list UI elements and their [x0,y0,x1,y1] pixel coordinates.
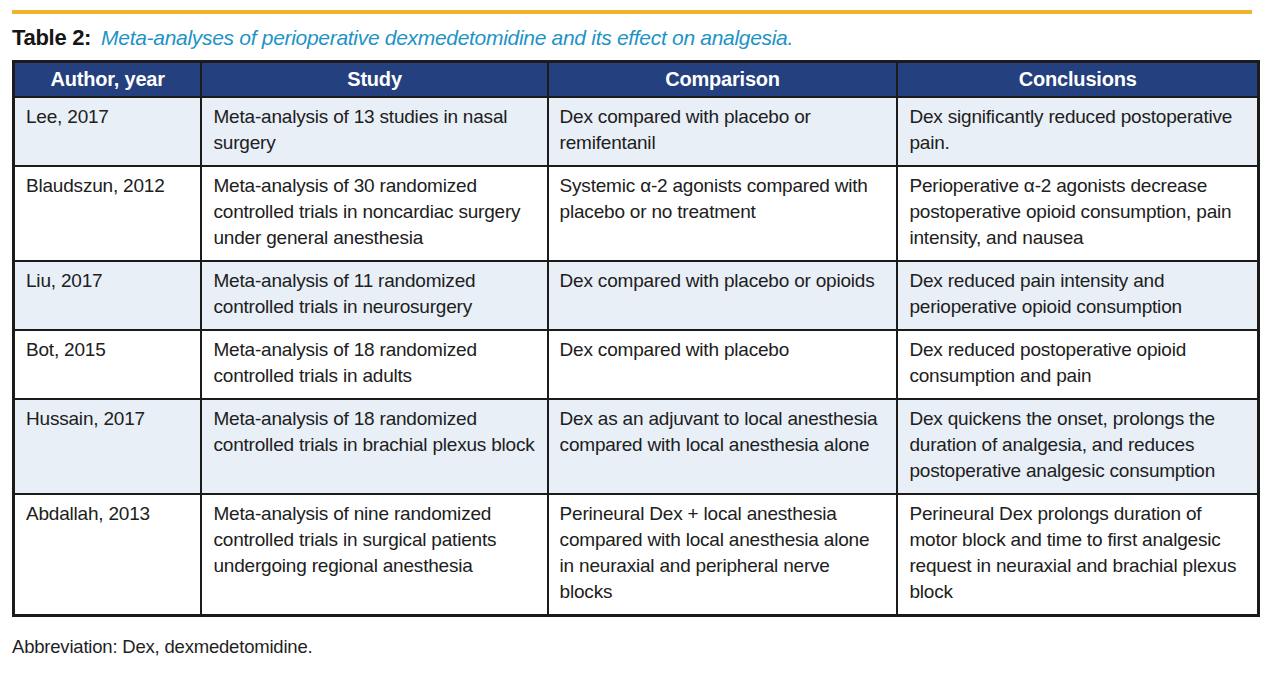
cell-author: Blaudszun, 2012 [14,166,202,261]
cell-author: Hussain, 2017 [14,399,202,494]
cell-study: Meta-analysis of 13 studies in nasal sur… [201,97,547,166]
cell-conclusions: Dex significantly reduced postoperative … [897,97,1258,166]
cell-study: Meta-analysis of nine randomized control… [201,494,547,616]
cell-author: Lee, 2017 [14,97,202,166]
cell-author: Bot, 2015 [14,330,202,399]
table-row: Hussain, 2017 Meta-analysis of 18 random… [14,399,1259,494]
cell-comparison: Dex compared with placebo or opioids [548,261,898,330]
gold-divider-rule [12,10,1252,14]
table-row: Blaudszun, 2012 Meta-analysis of 30 rand… [14,166,1259,261]
cell-study: Meta-analysis of 18 randomized controlle… [201,330,547,399]
abbreviation-footnote: Abbreviation: Dex, dexmedetomidine. [12,636,312,658]
table-caption: Meta-analyses of perioperative dexmedeto… [101,26,793,49]
cell-conclusions: Dex quickens the onset, prolongs the dur… [897,399,1258,494]
table-row: Abdallah, 2013 Meta-analysis of nine ran… [14,494,1259,616]
column-header-study: Study [201,62,547,97]
column-header-author-year: Author, year [14,62,202,97]
cell-comparison: Dex compared with placebo [548,330,898,399]
cell-comparison: Systemic α-2 agonists compared with plac… [548,166,898,261]
table-number-label: Table 2: [12,25,91,50]
cell-study: Meta-analysis of 11 randomized controlle… [201,261,547,330]
column-header-conclusions: Conclusions [897,62,1258,97]
table-header-row: Author, year Study Comparison Conclusion… [14,62,1259,97]
table-row: Bot, 2015 Meta-analysis of 18 randomized… [14,330,1259,399]
cell-conclusions: Dex reduced postoperative opioid consump… [897,330,1258,399]
table-row: Lee, 2017 Meta-analysis of 13 studies in… [14,97,1259,166]
meta-analyses-table: Author, year Study Comparison Conclusion… [12,60,1260,617]
cell-comparison: Dex compared with placebo or remifentani… [548,97,898,166]
table-title-line: Table 2: Meta-analyses of perioperative d… [12,25,1260,51]
cell-study: Meta-analysis of 30 randomized controlle… [201,166,547,261]
cell-study: Meta-analysis of 18 randomized controlle… [201,399,547,494]
table-row: Liu, 2017 Meta-analysis of 11 randomized… [14,261,1259,330]
cell-comparison: Dex as an adjuvant to local anesthesia c… [548,399,898,494]
cell-comparison: Perineural Dex + local anesthesia compar… [548,494,898,616]
cell-conclusions: Perineural Dex prolongs duration of moto… [897,494,1258,616]
column-header-comparison: Comparison [548,62,898,97]
cell-author: Abdallah, 2013 [14,494,202,616]
cell-conclusions: Perioperative α-2 agonists decrease post… [897,166,1258,261]
cell-conclusions: Dex reduced pain intensity and periopera… [897,261,1258,330]
cell-author: Liu, 2017 [14,261,202,330]
paper-page: Table 2: Meta-analyses of perioperative d… [0,0,1272,680]
